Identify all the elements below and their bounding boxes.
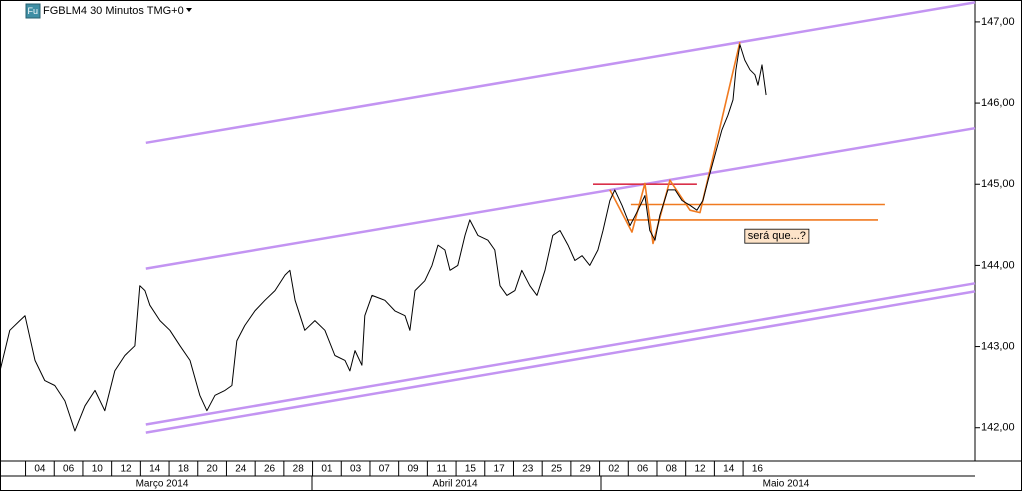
x-tick-label: 23 — [522, 464, 534, 475]
x-tick-label: 24 — [235, 464, 247, 475]
x-tick-label: 09 — [407, 464, 419, 475]
x-tick-label: 06 — [63, 464, 75, 475]
price-line — [0, 44, 767, 432]
x-tick-label: 04 — [34, 464, 46, 475]
x-tick-label: 06 — [637, 464, 649, 475]
y-tick-label: 146,00 — [981, 97, 1015, 109]
x-tick-label: 29 — [580, 464, 592, 475]
trend-line — [145, 1, 976, 145]
x-tick-label: 03 — [350, 464, 362, 475]
month-label: Abril 2014 — [432, 479, 477, 490]
x-tick-label: 02 — [608, 464, 620, 475]
y-tick-label: 147,00 — [981, 16, 1015, 28]
x-tick-label: 20 — [207, 464, 219, 475]
x-tick-label: 08 — [666, 464, 678, 475]
x-tick-label: 14 — [723, 464, 735, 475]
x-tick-label: 12 — [120, 464, 132, 475]
symbol-icon-text: Fu — [28, 6, 39, 16]
x-tick-label: 01 — [321, 464, 333, 475]
annotation-text: será que...? — [748, 230, 806, 242]
x-tick-label: 11 — [437, 464, 448, 475]
x-tick-label: 16 — [752, 464, 764, 475]
x-tick-label: 14 — [149, 464, 161, 475]
x-tick-label: 15 — [465, 464, 477, 475]
x-tick-label: 25 — [551, 464, 563, 475]
x-tick-label: 28 — [293, 464, 305, 475]
month-label: Maio 2014 — [763, 479, 810, 490]
x-tick-label: 12 — [694, 464, 706, 475]
chart-title: FGBLM4 30 Minutos TMG+0 — [43, 5, 184, 17]
x-tick-label: 26 — [264, 464, 276, 475]
trend-line — [145, 290, 976, 434]
x-tick-label: 07 — [379, 464, 391, 475]
trend-line — [145, 126, 976, 270]
symbol-icon[interactable] — [25, 3, 41, 19]
x-tick-label: 18 — [178, 464, 190, 475]
annotation-box — [744, 228, 810, 244]
x-tick-label: 17 — [494, 464, 506, 475]
x-tick-label: 10 — [92, 464, 104, 475]
y-tick-label: 144,00 — [981, 259, 1015, 271]
dropdown-arrow[interactable] — [186, 8, 192, 12]
y-tick-label: 142,00 — [981, 422, 1015, 434]
trend-line — [145, 282, 976, 426]
month-label: Março 2014 — [136, 479, 189, 490]
y-tick-label: 143,00 — [981, 340, 1015, 352]
y-tick-label: 145,00 — [981, 178, 1015, 190]
